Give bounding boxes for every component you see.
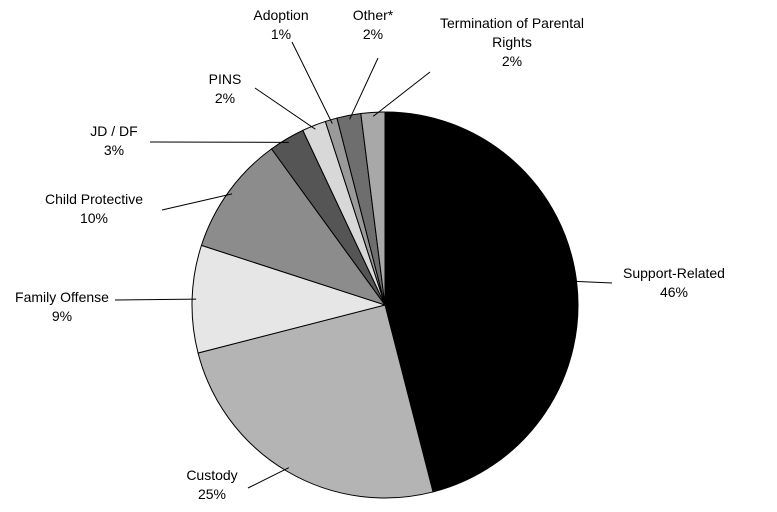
slice-label: Other* 2% xyxy=(338,6,408,44)
leader-line xyxy=(349,57,379,120)
slice-label: Family Offense 9% xyxy=(2,288,122,326)
value-label: 46% xyxy=(659,284,689,300)
leader-line xyxy=(114,298,197,301)
value-label: 10% xyxy=(79,210,109,226)
slice-label: Adoption 1% xyxy=(241,6,321,44)
leader-line xyxy=(291,41,333,124)
value-label: 2% xyxy=(214,90,236,106)
category-label: Termination of Parental Rights xyxy=(440,15,584,50)
slice-label: Support-Related 46% xyxy=(594,264,754,302)
leader-line xyxy=(161,193,233,211)
category-label: Adoption xyxy=(253,7,309,23)
category-label: Family Offense xyxy=(15,289,109,305)
leader-line xyxy=(254,87,316,130)
slice-label: Child Protective 10% xyxy=(24,190,164,228)
leader-line xyxy=(372,71,431,117)
pie-slice xyxy=(197,304,434,499)
value-label: 2% xyxy=(362,26,384,42)
pie-slice xyxy=(384,111,579,493)
category-label: Child Protective xyxy=(44,191,144,207)
category-label: PINS xyxy=(208,71,242,87)
value-label: 1% xyxy=(270,26,292,42)
category-label: Support-Related xyxy=(623,265,725,281)
slice-label: Termination of Parental Rights 2% xyxy=(422,14,602,71)
category-label: JD / DF xyxy=(90,123,138,139)
pie-slice xyxy=(200,148,387,306)
leader-line xyxy=(247,467,290,489)
value-label: 9% xyxy=(51,308,73,324)
value-label: 2% xyxy=(501,53,523,69)
slice-label: JD / DF 3% xyxy=(74,122,154,160)
slice-label: PINS 2% xyxy=(195,70,255,108)
value-label: 3% xyxy=(103,142,125,158)
category-label: Custody xyxy=(186,467,238,483)
pie-slice xyxy=(360,111,386,306)
value-label: 25% xyxy=(197,486,227,502)
category-label: Other* xyxy=(352,7,394,23)
slice-label: Custody 25% xyxy=(152,466,272,504)
leader-line xyxy=(572,280,613,284)
